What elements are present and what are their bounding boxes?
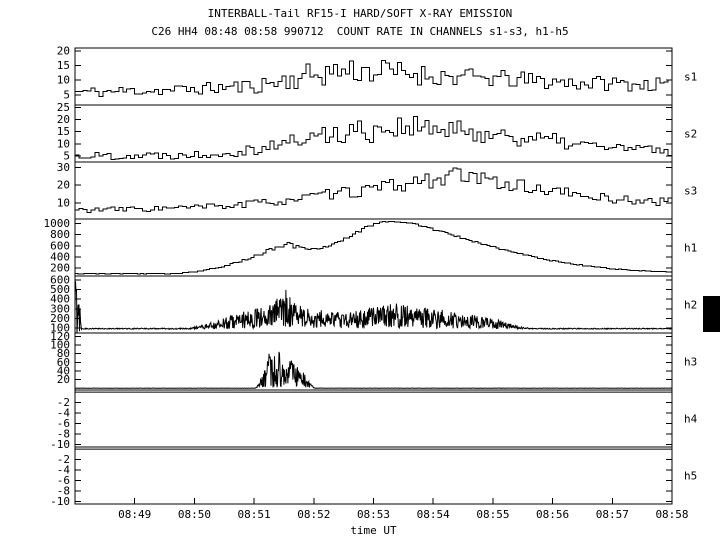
- y-tick-label: 10: [57, 196, 70, 209]
- x-tick-label: 08:55: [476, 508, 509, 521]
- y-tick-label: 25: [57, 101, 70, 114]
- y-tick-label: 20: [57, 179, 70, 192]
- y-tick-label: 10: [57, 137, 70, 150]
- y-tick-label: 300: [50, 302, 70, 315]
- y-tick-label: 200: [50, 262, 70, 275]
- series-s2: [75, 116, 672, 160]
- y-tick-label: 20: [57, 113, 70, 126]
- series-h1: [75, 220, 672, 275]
- x-tick-label: 08:58: [655, 508, 688, 521]
- y-tick-label: -10: [50, 495, 70, 508]
- y-tick-label: -2: [57, 396, 70, 409]
- channel-label-h1: h1: [684, 242, 697, 255]
- y-tick-label: 15: [57, 125, 70, 138]
- y-tick-label: 15: [57, 59, 70, 72]
- y-tick-label: 10: [57, 74, 70, 87]
- y-tick-label: 600: [50, 273, 70, 286]
- y-tick-label: -6: [57, 417, 70, 430]
- x-axis-label: time UT: [350, 524, 397, 537]
- panel-border-h2: [74, 275, 673, 334]
- x-tick-label: 08:57: [596, 508, 629, 521]
- channel-label-s3: s3: [684, 185, 697, 198]
- x-tick-label: 08:49: [118, 508, 151, 521]
- series-s1: [75, 60, 672, 97]
- chart-subtitle: C26 HH4 08:48 08:58 990712 COUNT RATE IN…: [151, 25, 569, 38]
- x-tick-label: 08:52: [297, 508, 330, 521]
- series-h3: [75, 351, 672, 389]
- y-tick-label: 5: [63, 88, 70, 101]
- channel-label-h5: h5: [684, 470, 697, 483]
- x-tick-label: 08:53: [357, 508, 390, 521]
- y-tick-label: 200: [50, 312, 70, 325]
- y-tick-label: -8: [57, 484, 70, 497]
- panel-border-h5: [74, 446, 673, 505]
- y-tick-label: 1000: [44, 217, 71, 230]
- panel-border-h4: [74, 389, 673, 448]
- y-tick-label: 600: [50, 239, 70, 252]
- chart-title: INTERBALL-Tail RF15-I HARD/SOFT X-RAY EM…: [207, 7, 513, 20]
- y-tick-label: -8: [57, 427, 70, 440]
- series-h2: [75, 281, 672, 333]
- y-tick-label: 800: [50, 228, 70, 241]
- channel-label-s1: s1: [684, 71, 697, 84]
- x-tick-label: 08:51: [238, 508, 271, 521]
- y-tick-label: 60: [57, 356, 70, 369]
- y-tick-label: 40: [57, 365, 70, 378]
- y-tick-label: 5: [63, 149, 70, 162]
- channel-label-s2: s2: [684, 128, 697, 141]
- channel-label-h3: h3: [684, 356, 697, 369]
- y-tick-label: 20: [57, 373, 70, 386]
- y-tick-label: 120: [50, 330, 70, 343]
- y-tick-label: 80: [57, 347, 70, 360]
- channel-label-h4: h4: [684, 413, 698, 426]
- y-tick-label: 100: [50, 322, 70, 335]
- panel-border-h3: [74, 332, 673, 391]
- y-tick-label: 400: [50, 251, 70, 264]
- x-tick-label: 08:56: [536, 508, 569, 521]
- y-tick-label: -4: [57, 464, 71, 477]
- y-tick-label: 500: [50, 283, 70, 296]
- x-tick-label: 08:54: [417, 508, 450, 521]
- y-tick-label: 400: [50, 293, 70, 306]
- y-tick-label: 20: [57, 44, 70, 57]
- y-tick-label: 30: [57, 161, 70, 174]
- y-tick-label: -6: [57, 474, 70, 487]
- h2-edge-artifact: [703, 296, 720, 332]
- panel-border-s3: [74, 161, 673, 220]
- y-tick-label: -4: [57, 407, 71, 420]
- panel-border-h1: [74, 218, 673, 277]
- y-tick-label: -2: [57, 453, 70, 466]
- series-s3: [75, 167, 672, 214]
- y-tick-label: -10: [50, 438, 70, 451]
- x-tick-label: 08:50: [178, 508, 211, 521]
- channel-label-h2: h2: [684, 299, 697, 312]
- y-tick-label: 100: [50, 339, 70, 352]
